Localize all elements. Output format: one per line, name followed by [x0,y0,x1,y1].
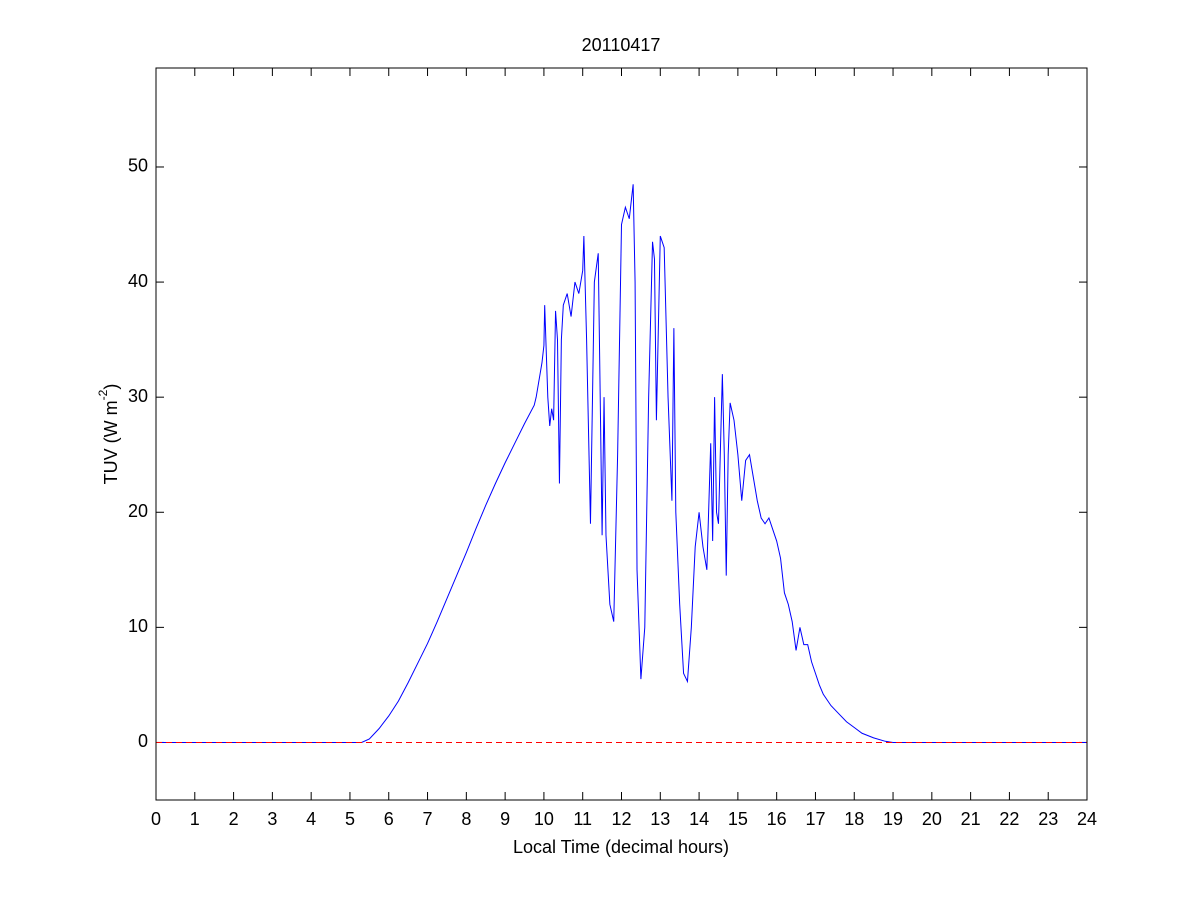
y-tick-label: 30 [128,386,148,406]
y-tick-label: 0 [138,731,148,751]
plot-frame [155,67,1088,801]
x-tick-label: 24 [1077,809,1097,829]
y-label-text: TUV (W m [101,400,121,484]
x-tick-label: 16 [767,809,787,829]
x-tick-label: 13 [650,809,670,829]
x-tick-label: 1 [190,809,200,829]
x-tick-label: 14 [689,809,709,829]
y-tick-label: 50 [128,156,148,176]
x-tick-label: 7 [423,809,433,829]
y-tick-label: 40 [128,271,148,291]
chart-title: 20110417 [582,35,661,55]
x-tick-label: 2 [229,809,239,829]
x-tick-label: 10 [534,809,554,829]
y-axis-label: TUV (W m-2) [96,384,121,485]
x-tick-label: 21 [961,809,981,829]
x-tick-label: 23 [1038,809,1058,829]
y-tick-label: 20 [128,501,148,521]
x-tick-label: 0 [151,809,161,829]
y-tick-label: 10 [128,616,148,636]
x-tick-label: 18 [844,809,864,829]
x-tick-label: 20 [922,809,942,829]
x-axis-label: Local Time (decimal hours) [513,837,729,857]
x-tick-label: 15 [728,809,748,829]
x-tick-label: 19 [883,809,903,829]
y-label-tail: ) [101,384,121,390]
data-line [156,184,1087,743]
x-tick-label: 9 [500,809,510,829]
x-tick-label: 6 [384,809,394,829]
x-tick-label: 17 [805,809,825,829]
x-tick-label: 5 [345,809,355,829]
x-tick-label: 4 [306,809,316,829]
x-tick-label: 8 [461,809,471,829]
x-tick-label: 11 [573,809,592,829]
x-tick-label: 12 [611,809,631,829]
x-tick-label: 3 [267,809,277,829]
y-label-sup: -2 [96,389,110,400]
x-tick-label: 22 [999,809,1019,829]
